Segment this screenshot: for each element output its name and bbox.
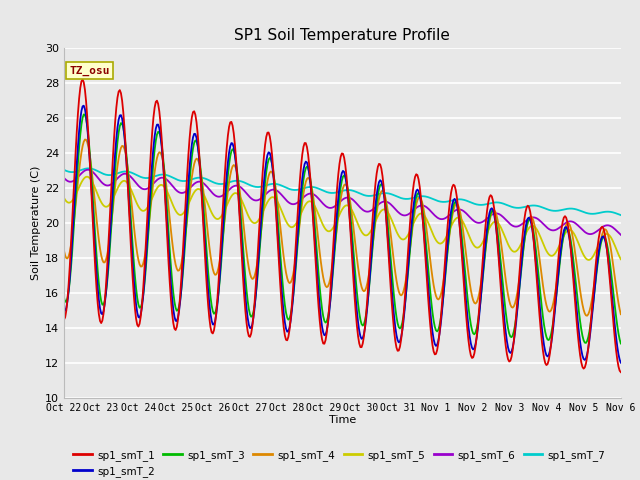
Text: TZ_osu: TZ_osu (70, 66, 110, 76)
Title: SP1 Soil Temperature Profile: SP1 Soil Temperature Profile (234, 28, 451, 43)
Y-axis label: Soil Temperature (C): Soil Temperature (C) (31, 166, 41, 280)
Legend: sp1_smT_1, sp1_smT_2, sp1_smT_3, sp1_smT_4, sp1_smT_5, sp1_smT_6, sp1_smT_7: sp1_smT_1, sp1_smT_2, sp1_smT_3, sp1_smT… (69, 445, 609, 480)
X-axis label: Time: Time (329, 415, 356, 425)
